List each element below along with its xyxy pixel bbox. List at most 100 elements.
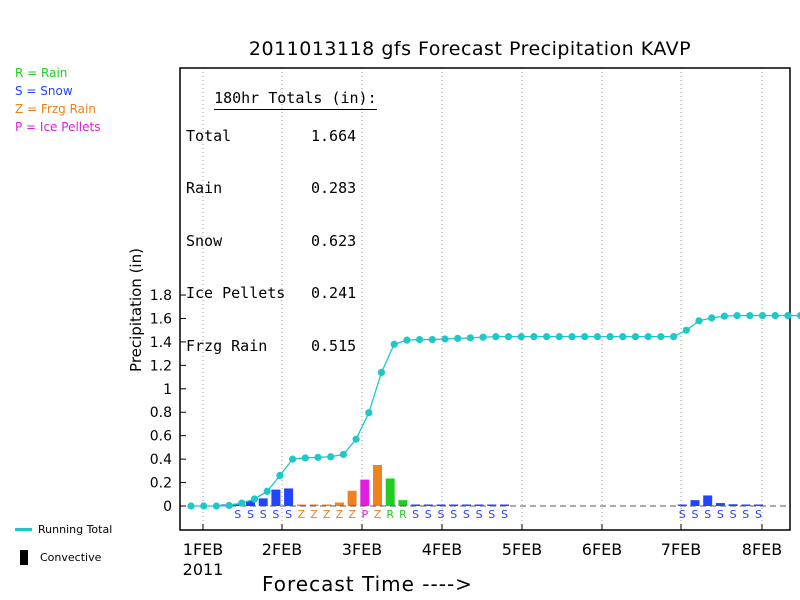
running-total-point: [593, 333, 602, 341]
running-total-point: [327, 453, 335, 461]
precip-type-legend: R = Rain S = Snow Z = Frzg Rain P = Ice …: [15, 64, 100, 136]
totals-label: Snow: [186, 231, 223, 250]
y-tick-label: 1.4: [150, 335, 172, 351]
convective-swatch: [20, 549, 28, 565]
precip-type-letter: S: [438, 508, 445, 521]
precip-bar: [703, 495, 713, 506]
running-total-point: [670, 333, 678, 341]
running-total-point: [492, 333, 500, 341]
totals-label: Frzg Rain: [186, 336, 268, 355]
y-tick-label: 0.2: [150, 476, 172, 492]
precip-bar: [423, 504, 433, 506]
running-total-point: [377, 368, 386, 376]
precip-type-letter: Z: [336, 508, 344, 521]
precip-bar: [385, 478, 395, 506]
running-total-point: [225, 501, 233, 510]
running-total-point: [454, 334, 462, 343]
y-tick-label: 1: [163, 382, 172, 398]
precip-bar: [715, 503, 725, 506]
totals-label: Total: [186, 126, 232, 145]
running-total-point: [644, 333, 652, 341]
running-total-point: [606, 333, 614, 341]
running-total-point: [543, 333, 551, 341]
x-tick-label: 6FEB: [582, 540, 622, 559]
x-tick-label: 4FEB: [422, 540, 462, 559]
series-legend: Running Total Convective: [15, 522, 112, 578]
precip-bar: [233, 503, 243, 506]
y-axis-label: Precipitation (in): [127, 248, 145, 372]
y-tick-label: 1.2: [150, 358, 172, 374]
running-total-point: [695, 317, 703, 325]
axes: [179, 67, 791, 531]
precip-type-labels: SSSSSZZZZZPZRRSSSSSSSSSSSSSSSSZSSPPPRP: [234, 508, 762, 521]
running-total-point: [416, 335, 424, 344]
precip-type-letter: S: [425, 508, 432, 521]
precip-bar: [271, 489, 281, 506]
plot-frame: [179, 67, 791, 531]
precip-bar: [360, 479, 370, 506]
totals-label: Rain: [186, 179, 223, 197]
running-total-point: [428, 335, 436, 344]
legend-snow: S = Snow: [15, 84, 73, 98]
running-total-point: [682, 326, 690, 334]
precip-type-letter: S: [730, 508, 737, 521]
running-total-point: [581, 333, 589, 341]
precip-bar: [741, 504, 751, 506]
totals-box: 180hr Totals (in): Total 1.664 Rain 0.283 …: [186, 72, 377, 373]
running-total-point: [200, 502, 208, 510]
running-total-point: [276, 471, 284, 480]
precip-bar: [309, 504, 319, 506]
running-total-point: [504, 333, 513, 341]
totals-value: 0.623: [311, 231, 357, 250]
running-total-point: [301, 454, 309, 462]
running-total-point: [568, 333, 576, 341]
totals-label: Ice Pellets: [186, 284, 286, 302]
precip-type-letter: S: [260, 508, 267, 521]
x-tick-label: 1FEB: [183, 540, 223, 559]
running-total-point: [339, 450, 347, 459]
x-tick-label: 3FEB: [342, 540, 382, 559]
totals-row-snow: Snow 0.623: [186, 231, 377, 251]
precip-type-letter: S: [450, 508, 457, 521]
running-total-point: [365, 409, 373, 417]
running-total-point: [631, 333, 640, 341]
precip-type-letter: Z: [323, 508, 331, 521]
precip-bar: [436, 504, 446, 506]
totals-row-total: Total 1.664: [186, 126, 377, 146]
precip-type-letter: S: [704, 508, 711, 521]
precip-type-letter: S: [679, 508, 686, 521]
precip-bar: [322, 504, 332, 506]
x-tick-sublabel: 2011: [183, 560, 224, 579]
totals-value: 0.515: [311, 336, 357, 355]
precip-bar: [677, 504, 687, 506]
precip-bar: [500, 504, 509, 506]
x-tick-label: 5FEB: [502, 540, 542, 559]
totals-value: 0.241: [311, 284, 357, 302]
running-total-point: [771, 311, 779, 320]
y-tick-label: 1.8: [150, 288, 172, 304]
precip-bar: [461, 504, 471, 506]
precip-bar: [398, 500, 408, 506]
totals-row-rain: Rain 0.283: [186, 179, 377, 198]
legend-rain: R = Rain: [15, 66, 68, 80]
precip-type-letter: S: [247, 508, 254, 521]
running-total-label: Running Total: [38, 522, 113, 536]
precip-type-letter: S: [692, 508, 699, 521]
running-total-point: [708, 314, 716, 322]
totals-row-ice-pellets: Ice Pellets 0.241: [186, 284, 377, 303]
precip-type-letter: S: [501, 508, 508, 521]
running-total-point: [784, 311, 792, 320]
running-total-point: [530, 333, 538, 341]
running-total-point: [212, 502, 220, 510]
totals-value: 1.664: [311, 126, 357, 145]
running-total-point: [555, 333, 563, 341]
precip-type-letter: S: [234, 508, 241, 521]
running-total-point: [466, 334, 474, 342]
legend-frzg-rain: Z = Frzg Rain: [15, 102, 96, 116]
running-total-point: [250, 495, 259, 503]
precip-bar: [411, 504, 421, 506]
precip-type-letter: R: [386, 508, 394, 521]
running-total-point: [263, 487, 271, 495]
